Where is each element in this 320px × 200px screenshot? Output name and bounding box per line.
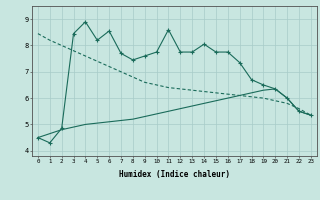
- X-axis label: Humidex (Indice chaleur): Humidex (Indice chaleur): [119, 170, 230, 179]
